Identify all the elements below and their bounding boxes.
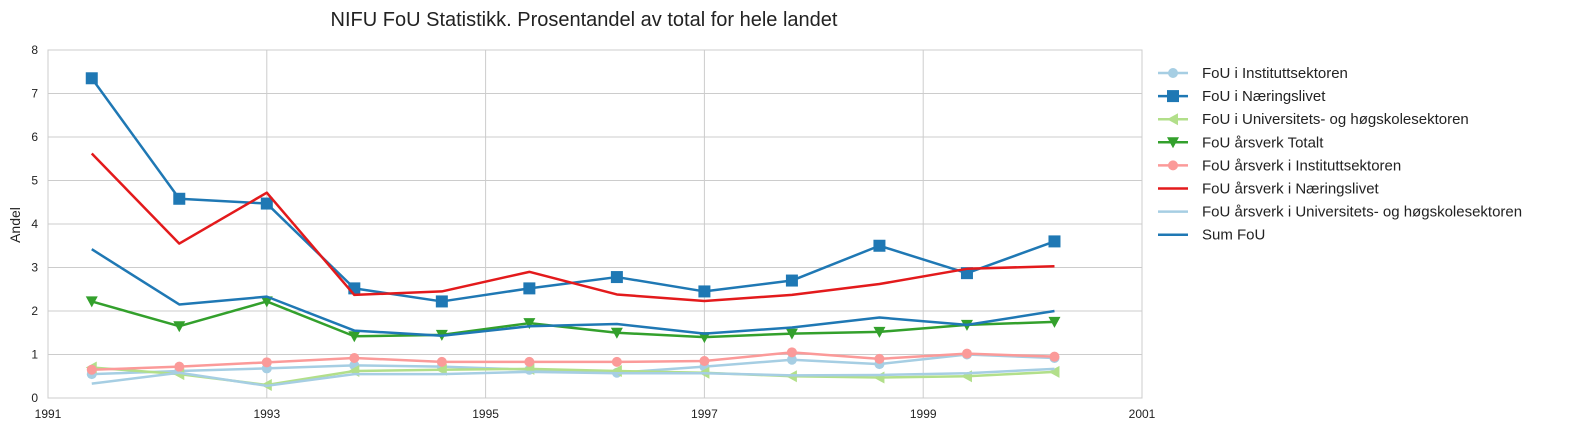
- data-point: [1048, 235, 1061, 248]
- y-tick-label: 7: [31, 87, 38, 101]
- legend-item: FoU i Instituttsektoren: [1158, 65, 1348, 82]
- data-point: [786, 347, 797, 358]
- series-line: [91, 300, 1055, 339]
- legend-label: FoU årsverk i Universitets- og høgskoles…: [1202, 204, 1522, 221]
- data-point: [174, 361, 185, 372]
- data-point: [698, 332, 711, 344]
- axes: 0 1 2 3 4 5 6 7 8 1991 1993 1995 1997 1999 2001: [31, 43, 1155, 421]
- data-point: [785, 328, 798, 340]
- data-point: [85, 296, 98, 308]
- data-point: [435, 363, 447, 376]
- data-point: [698, 285, 711, 298]
- data-point: [435, 295, 448, 308]
- legend-label: FoU i Universitets- og høgskolesektoren: [1202, 111, 1469, 128]
- legend-item: FoU årsverk i Instituttsektoren: [1158, 157, 1401, 174]
- data-point: [610, 327, 623, 339]
- y-tick-label: 8: [31, 43, 38, 57]
- data-point: [523, 318, 536, 330]
- data-point: [349, 352, 360, 363]
- legend-label: FoU i Næringslivet: [1202, 88, 1326, 105]
- x-tick-label: 1993: [253, 407, 280, 421]
- data-point: [173, 192, 186, 205]
- x-tick-label: 2001: [1129, 407, 1156, 421]
- legend-marker: [1167, 90, 1179, 103]
- legend-marker: [1168, 160, 1178, 171]
- x-tick-label: 1995: [472, 407, 499, 421]
- legend-item: FoU årsverk Totalt: [1158, 134, 1324, 151]
- x-tick-label: 1997: [691, 407, 718, 421]
- data-point: [873, 326, 886, 338]
- series-line: [91, 351, 1055, 371]
- legend-label: FoU årsverk i Instituttsektoren: [1202, 157, 1401, 174]
- data-point: [260, 296, 273, 308]
- x-tick-label: 1999: [910, 407, 937, 421]
- chart-title: NIFU FoU Statistikk. Prosentandel av tot…: [331, 9, 838, 31]
- data-point: [611, 356, 622, 367]
- y-tick-label: 3: [31, 261, 38, 275]
- y-axis-label: Andel: [7, 207, 23, 243]
- series-line: [91, 367, 1055, 388]
- data-point: [1048, 316, 1061, 328]
- data-point: [1049, 351, 1060, 362]
- series-5: [86, 347, 1060, 375]
- legend-label: FoU i Instituttsektoren: [1202, 65, 1348, 82]
- data-point: [348, 331, 361, 343]
- y-tick-label: 4: [31, 217, 38, 231]
- series-7: [91, 367, 1055, 388]
- y-tick-label: 1: [31, 348, 38, 362]
- data-point: [1048, 365, 1060, 378]
- legend: FoU i Instituttsektoren FoU i Næringslive…: [1158, 65, 1522, 244]
- legend-label: FoU årsverk Totalt: [1202, 134, 1324, 151]
- data-point: [260, 197, 273, 210]
- data-point: [785, 274, 798, 287]
- data-point: [523, 282, 536, 295]
- legend-label: FoU årsverk i Næringslivet: [1202, 181, 1380, 198]
- data-point: [173, 321, 186, 333]
- data-point: [699, 356, 710, 367]
- series-line: [91, 353, 1055, 376]
- series-line: [90, 152, 1055, 303]
- legend-item: FoU i Næringslivet: [1158, 88, 1326, 105]
- series-line: [91, 248, 1055, 338]
- data-point: [961, 348, 972, 359]
- y-tick-label: 5: [31, 174, 38, 188]
- data-point: [86, 364, 97, 375]
- data-point: [524, 356, 535, 367]
- legend-item: FoU årsverk i Universitets- og høgskoles…: [1158, 204, 1522, 221]
- y-tick-label: 2: [31, 304, 38, 318]
- x-tick-label: 1991: [35, 407, 62, 421]
- legend-item: FoU i Universitets- og høgskolesektoren: [1158, 111, 1469, 128]
- data-point: [85, 72, 98, 85]
- data-point: [873, 239, 886, 252]
- data-point: [261, 357, 272, 368]
- data-point: [874, 353, 885, 364]
- series-4: [85, 296, 1061, 344]
- legend-marker: [1167, 113, 1178, 126]
- legend-label: Sum FoU: [1202, 227, 1265, 244]
- data-point: [610, 271, 623, 284]
- legend-item: FoU årsverk i Næringslivet: [1158, 181, 1380, 198]
- legend-marker: [1168, 68, 1178, 78]
- data-point: [436, 356, 447, 367]
- y-tick-label: 6: [31, 130, 38, 144]
- series-group: [85, 72, 1061, 391]
- grid: [47, 49, 1143, 399]
- series-8: [91, 248, 1055, 338]
- legend-marker: [1167, 137, 1179, 149]
- data-point: [786, 354, 797, 365]
- series-6: [90, 152, 1055, 303]
- legend-item: Sum FoU: [1158, 227, 1265, 244]
- y-tick-label: 0: [31, 391, 38, 405]
